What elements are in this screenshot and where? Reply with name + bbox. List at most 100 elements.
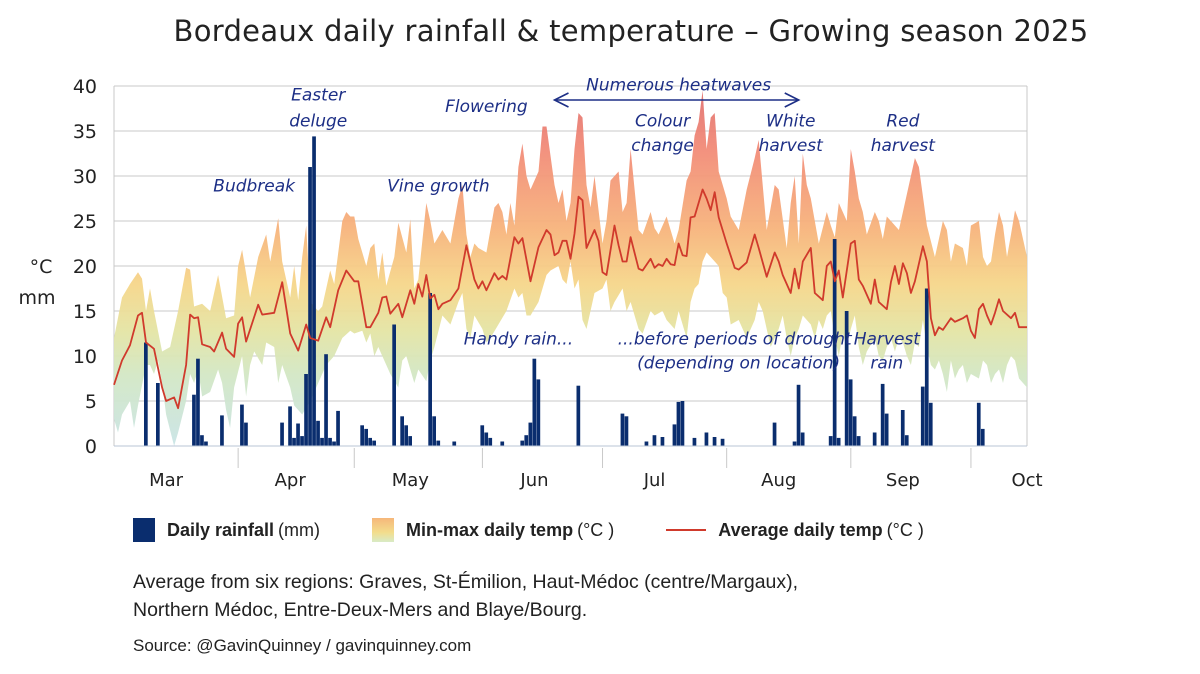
legend-rain-unit: (mm): [278, 519, 321, 540]
note-line-1: Average from six regions: Graves, St-Émi…: [133, 571, 799, 593]
rainfall-bar: [436, 440, 441, 446]
x-tick-label: Mar: [149, 470, 184, 491]
rainfall-bar: [360, 425, 364, 446]
rainfall-bar: [484, 432, 489, 446]
rainfall-bar: [332, 441, 336, 446]
x-tick-label: Oct: [1011, 470, 1042, 491]
x-axis: Mar Apr May Jun Jul Aug Sep Oct: [114, 445, 1043, 491]
rainfall-bar: [644, 441, 649, 446]
rainfall-bar: [280, 422, 284, 446]
rainfall-bar: [404, 425, 408, 446]
source-credit: Source: @GavinQuinney / gavinquinney.com: [133, 636, 472, 655]
annotation-label: Numerous heatwaves: [586, 76, 771, 96]
rainfall-bar: [452, 441, 457, 446]
y-tick-label: 40: [73, 76, 97, 98]
rainfall-bar: [924, 288, 929, 446]
rainfall-bar: [676, 401, 681, 446]
rainfall-bar: [856, 436, 861, 446]
annotation-label: Vine growth: [387, 176, 490, 196]
rainfall-bar: [500, 441, 505, 446]
rainfall-bar: [192, 394, 196, 446]
annotation-label: change: [631, 136, 694, 156]
note-line-2: Northern Médoc, Entre-Deux-Mers and Blay…: [133, 599, 588, 621]
rainfall-bar: [372, 440, 376, 446]
annotation-label: Easter: [291, 85, 346, 105]
rainfall-bar: [772, 422, 777, 446]
rainfall-bar: [316, 420, 320, 446]
rainfall-bar: [720, 438, 725, 446]
y-tick-label: 25: [73, 211, 97, 233]
rainfall-bar: [980, 428, 985, 446]
rainfall-bar: [204, 441, 208, 446]
y-tick-label: 30: [73, 166, 97, 188]
annotation-label: Handy rain...: [464, 329, 573, 349]
min-max-temp-area: [114, 90, 1027, 446]
annotation-label: Harvest: [854, 329, 922, 349]
annotation-label: White: [766, 112, 815, 132]
average-temp-line: [113, 188, 1027, 410]
legend-item-minmax: Min-max daily temp (°C ): [372, 518, 614, 542]
rainfall-bar: [408, 436, 412, 446]
rainfall-bar: [220, 415, 224, 446]
rainfall-bar: [324, 354, 328, 446]
rainfall-bar: [428, 293, 432, 446]
rainfall-bar: [976, 402, 981, 446]
annotation-label: (depending on location): [637, 354, 840, 374]
rainfall-bar: [304, 374, 308, 446]
rainfall-bar: [680, 401, 685, 446]
rainfall-bar: [364, 428, 368, 446]
x-tick-label: Aug: [761, 470, 796, 491]
rainfall-bar: [328, 437, 332, 446]
rainfall-bar: [852, 416, 857, 446]
average-line-swatch: [666, 529, 707, 531]
y-tick-label: 20: [73, 256, 97, 278]
annotation-label: Budbreak: [213, 176, 296, 196]
annotation-label: Flowering: [445, 97, 528, 117]
chart-title: Bordeaux daily rainfall & temperature – …: [173, 14, 1089, 48]
arrow-head-right: [784, 92, 801, 108]
rainfall-swatch: [133, 518, 155, 542]
rainfall-bar: [652, 435, 657, 446]
rainfall-bar: [792, 441, 797, 446]
legend-range-unit: (°C ): [577, 519, 615, 540]
annotation-label: harvest: [871, 136, 937, 156]
rainfall-bar: [520, 440, 525, 446]
rainfall-bar: [368, 437, 372, 446]
y-tick-label: 10: [73, 346, 97, 368]
rainfall-bar: [900, 410, 905, 446]
y-tick-label: 15: [73, 301, 97, 323]
y-axis-label-celsius: °C: [30, 256, 53, 278]
y-tick-label: 5: [85, 391, 97, 413]
rainfall-bars: [144, 136, 985, 446]
rainfall-bar: [672, 424, 677, 446]
rainfall-bar: [692, 437, 697, 446]
annotation-label: rain: [870, 354, 903, 374]
y-tick-label: 35: [73, 121, 97, 143]
legend-item-average: Average daily temp (°C ): [666, 520, 924, 541]
rainfall-bar: [660, 437, 665, 446]
rainfall-bar: [196, 358, 200, 446]
rainfall-bar: [844, 311, 849, 446]
rainfall-bar: [392, 324, 396, 446]
rainfall-bar: [704, 432, 709, 446]
annotations: Budbreak Easter deluge Vine growth Flowering…: [213, 76, 936, 374]
x-tick-label: Jun: [519, 470, 548, 491]
rainfall-bar: [156, 383, 160, 446]
rainfall-bar: [884, 413, 889, 446]
legend-rain-label: Daily rainfall: [167, 519, 275, 540]
rainfall-bar: [880, 383, 885, 446]
chart-svg: 0 5 10 15 20 25 30 35 40 °C mm Mar Apr May Jun Jul Au…: [18, 76, 1043, 492]
arrow-head-left: [552, 92, 569, 108]
legend-range-label: Min-max daily temp: [406, 519, 574, 540]
rainfall-bar: [432, 416, 436, 446]
y-axis-label-mm: mm: [18, 287, 55, 309]
rainfall-bar: [488, 437, 493, 446]
rainfall-bar: [320, 437, 324, 446]
rainfall-bar: [144, 342, 148, 446]
rainfall-bar: [848, 379, 853, 446]
rainfall-bar: [300, 436, 304, 446]
rainfall-bar: [576, 385, 581, 446]
annotation-label: Colour: [635, 112, 691, 132]
minmax-swatch: [372, 518, 395, 542]
rainfall-bar: [800, 432, 805, 446]
